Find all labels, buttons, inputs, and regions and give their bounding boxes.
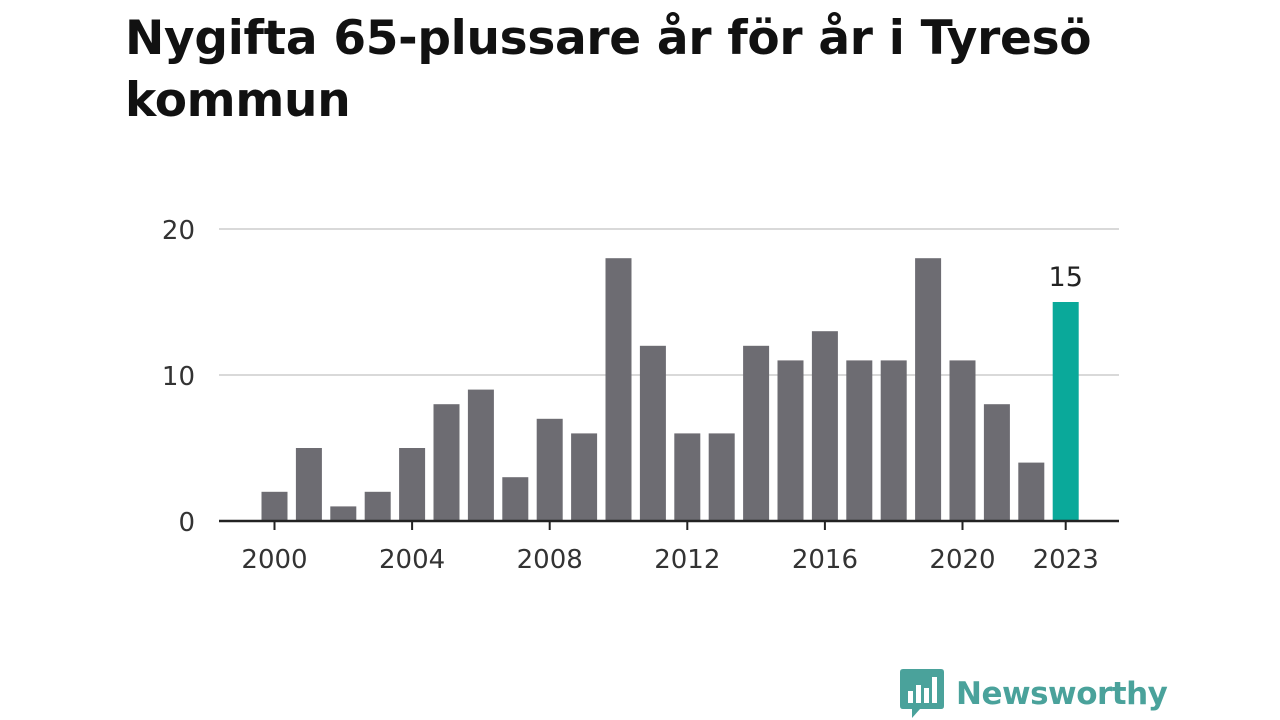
x-tick-label: 2020 — [929, 545, 995, 575]
bar-2009 — [571, 433, 598, 521]
bar-2011 — [639, 345, 666, 521]
x-tick-label: 2008 — [517, 545, 583, 575]
bar-2000 — [261, 491, 288, 521]
bar-2004 — [399, 448, 426, 521]
bar-2014 — [743, 345, 770, 521]
y-tick-label: 10 — [162, 362, 195, 392]
bar-2002 — [330, 506, 357, 521]
bar-2018 — [880, 360, 907, 521]
bar-2001 — [295, 448, 322, 521]
brand-name: Newsworthy — [956, 676, 1168, 712]
bar-2003 — [364, 491, 391, 521]
x-tick-label: 2016 — [792, 545, 858, 575]
bar-2022 — [1018, 462, 1045, 521]
x-tick-label: 2004 — [379, 545, 445, 575]
x-tick-label: 2023 — [1033, 545, 1099, 575]
bar-2023 — [1052, 302, 1079, 521]
bar-2021 — [983, 404, 1010, 521]
y-tick-label: 20 — [162, 216, 195, 246]
bar-2020 — [949, 360, 976, 521]
newsworthy-brand: Newsworthy — [900, 668, 1168, 720]
x-tick-label: 2012 — [654, 545, 720, 575]
bar-2007 — [502, 477, 529, 521]
x-tick-label: 2000 — [241, 545, 307, 575]
bar-2016 — [811, 331, 838, 521]
tick-labels: 0 10 20 15 2000 2004 2008 2012 2016 2020 2023 — [162, 216, 1099, 575]
bar-2008 — [536, 418, 563, 521]
chart-title: Nygifta 65-plussare år för år i Tyresö k… — [125, 11, 1092, 128]
bars — [261, 258, 1079, 521]
x-axis — [219, 519, 1119, 530]
bar-2010 — [605, 258, 632, 521]
bar-2013 — [708, 433, 735, 521]
bar-2012 — [674, 433, 701, 521]
bar-2017 — [846, 360, 873, 521]
y-tick-label: 0 — [178, 508, 195, 538]
newsworthy-logo-icon — [900, 669, 944, 718]
gridlines — [219, 228, 1119, 376]
bar-2019 — [915, 258, 942, 521]
bar-2015 — [777, 360, 804, 521]
bar-2006 — [467, 389, 494, 521]
bar-2005 — [433, 404, 460, 521]
data-label-2023: 15 — [1049, 262, 1083, 293]
